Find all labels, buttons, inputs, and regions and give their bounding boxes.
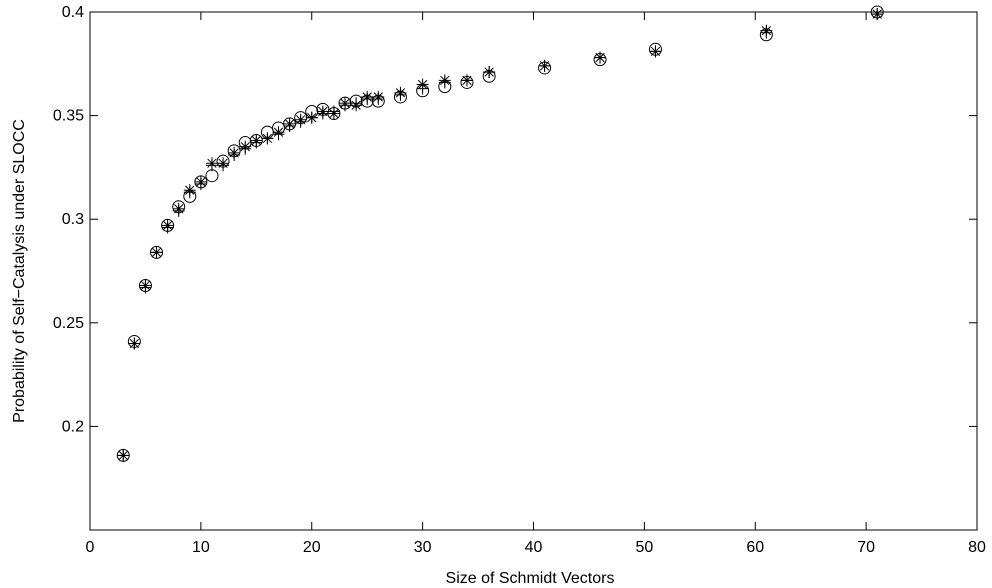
asterisk-stroke bbox=[872, 9, 882, 19]
asterisk-stroke bbox=[395, 88, 406, 98]
data-point-asterisk bbox=[460, 74, 473, 87]
asterisk-stroke bbox=[318, 106, 328, 117]
data-point-asterisk bbox=[272, 126, 285, 139]
y-tick-label: 0.2 bbox=[62, 418, 84, 435]
x-tick-label: 10 bbox=[192, 539, 210, 556]
asterisk-stroke bbox=[595, 52, 605, 63]
x-tick-label: 20 bbox=[303, 539, 321, 556]
x-axis-ticks: 0 10 20 30 40 50 60 70 80 bbox=[86, 12, 986, 556]
data-point-asterisk bbox=[239, 140, 252, 153]
y-axis-ticks: 0.2 0.25 0.3 0.35 0.4 bbox=[53, 4, 977, 435]
data-point-asterisk bbox=[128, 337, 141, 350]
data-point-asterisk bbox=[161, 219, 174, 232]
x-tick-label: 60 bbox=[746, 539, 764, 556]
asterisk-stroke bbox=[185, 185, 195, 195]
data-point-asterisk bbox=[649, 45, 662, 58]
data-point-asterisk bbox=[594, 51, 607, 64]
data-point-asterisk bbox=[350, 99, 363, 112]
asterisk-stroke bbox=[262, 133, 273, 144]
data-point-asterisk bbox=[205, 157, 218, 170]
asterisk-stroke bbox=[373, 92, 383, 102]
asterisk-stroke bbox=[207, 158, 217, 168]
x-tick-label: 40 bbox=[525, 539, 543, 556]
data-point-asterisk bbox=[394, 86, 407, 99]
data-point-asterisk bbox=[250, 134, 263, 147]
asterisk-stroke bbox=[351, 100, 361, 110]
data-point-asterisk bbox=[339, 97, 352, 110]
asterisk-stroke bbox=[174, 204, 184, 214]
x-tick-label: 50 bbox=[635, 539, 653, 556]
asterisk-stroke bbox=[273, 127, 284, 137]
data-point-asterisk bbox=[294, 113, 307, 126]
data-point-asterisk bbox=[538, 59, 551, 72]
series-asterisk bbox=[117, 8, 884, 462]
asterisk-stroke bbox=[162, 220, 173, 231]
asterisk-stroke bbox=[196, 177, 206, 187]
asterisk-stroke bbox=[129, 338, 140, 349]
x-tick-label: 80 bbox=[968, 539, 986, 556]
data-point-asterisk bbox=[172, 202, 185, 215]
y-tick-label: 0.35 bbox=[53, 108, 84, 125]
data-point-asterisk bbox=[438, 74, 451, 87]
data-point-asterisk bbox=[416, 78, 429, 91]
y-tick-label: 0.3 bbox=[62, 211, 84, 228]
data-point-asterisk bbox=[483, 66, 496, 79]
asterisk-stroke bbox=[362, 92, 372, 102]
data-point-asterisk bbox=[228, 146, 241, 159]
asterisk-stroke bbox=[151, 247, 162, 258]
x-tick-label: 0 bbox=[86, 539, 95, 556]
asterisk-stroke bbox=[140, 280, 151, 291]
asterisk-stroke bbox=[761, 25, 771, 36]
asterisk-stroke bbox=[240, 142, 250, 152]
x-tick-label: 70 bbox=[857, 539, 875, 556]
x-axis-label: Size of Schmidt Vectors bbox=[446, 570, 615, 587]
series-layer bbox=[116, 5, 884, 462]
asterisk-stroke bbox=[284, 119, 295, 129]
data-point-asterisk bbox=[183, 184, 196, 197]
asterisk-stroke bbox=[340, 98, 350, 108]
x-tick-label: 30 bbox=[414, 539, 432, 556]
asterisk-stroke bbox=[650, 46, 661, 57]
data-point-asterisk bbox=[316, 105, 329, 118]
asterisk-stroke bbox=[296, 115, 306, 125]
y-axis-label: Probability of Self−Catalysis under SLOC… bbox=[11, 119, 28, 423]
data-point-asterisk bbox=[283, 117, 296, 130]
plot-frame bbox=[89, 11, 978, 531]
asterisk-stroke bbox=[307, 113, 317, 123]
data-point-asterisk bbox=[361, 90, 374, 103]
asterisk-stroke bbox=[539, 61, 550, 71]
data-point-asterisk bbox=[327, 107, 340, 120]
data-point-asterisk bbox=[117, 449, 130, 462]
series-plus bbox=[117, 8, 884, 462]
data-point-asterisk bbox=[305, 111, 318, 124]
data-point-asterisk bbox=[194, 175, 207, 188]
y-tick-label: 0.25 bbox=[53, 315, 84, 332]
asterisk-stroke bbox=[251, 135, 261, 146]
asterisk-stroke bbox=[329, 108, 339, 119]
plot-area-border bbox=[89, 11, 978, 531]
y-tick-label: 0.4 bbox=[62, 4, 84, 21]
series-circle bbox=[116, 5, 884, 462]
asterisk-stroke bbox=[229, 148, 239, 158]
asterisk-stroke bbox=[462, 75, 472, 86]
asterisk-stroke bbox=[484, 67, 494, 77]
data-point-asterisk bbox=[372, 90, 385, 103]
asterisk-stroke bbox=[417, 79, 428, 90]
data-point-asterisk bbox=[261, 132, 274, 145]
asterisk-stroke bbox=[118, 450, 128, 461]
data-point-asterisk bbox=[871, 8, 884, 21]
data-point-circle bbox=[205, 169, 219, 183]
asterisk-stroke bbox=[218, 158, 228, 168]
data-point-asterisk bbox=[760, 24, 773, 37]
data-point-asterisk bbox=[150, 246, 163, 259]
data-point-asterisk bbox=[139, 279, 152, 292]
data-point-asterisk bbox=[217, 157, 230, 170]
asterisk-stroke bbox=[440, 75, 450, 86]
